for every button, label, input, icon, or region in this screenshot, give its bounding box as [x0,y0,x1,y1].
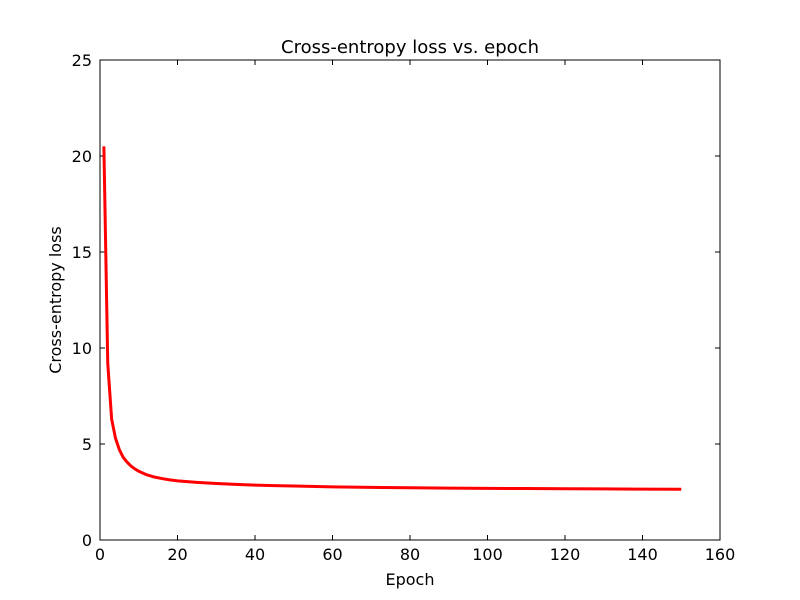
x-tick-label: 20 [167,545,187,564]
y-tick-label: 25 [72,51,92,70]
chart-title: Cross-entropy loss vs. epoch [281,37,539,58]
y-axis-label: Cross-entropy loss [46,226,65,374]
x-tick-label: 60 [322,545,342,564]
plot-frame [99,59,721,541]
x-tick-label: 0 [95,545,105,564]
y-tick-label: 15 [72,243,92,262]
y-tick-label: 0 [82,531,92,550]
y-tick-label: 10 [72,339,92,358]
y-tick-label: 5 [82,435,92,454]
y-tick-label: 20 [72,147,92,166]
x-tick-label: 140 [627,545,658,564]
axis-ticks: 0 20 40 60 80 100 120 140 160 0 5 10 15 20 25 [72,51,736,564]
x-tick-label: 80 [400,545,420,564]
loss-series-line [102,146,682,491]
x-tick-label: 100 [472,545,503,564]
x-tick-label: 160 [705,545,736,564]
x-tick-label: 40 [245,545,265,564]
x-axis-label: Epoch [386,570,435,589]
x-tick-label: 120 [550,545,581,564]
series-layer [102,146,682,491]
